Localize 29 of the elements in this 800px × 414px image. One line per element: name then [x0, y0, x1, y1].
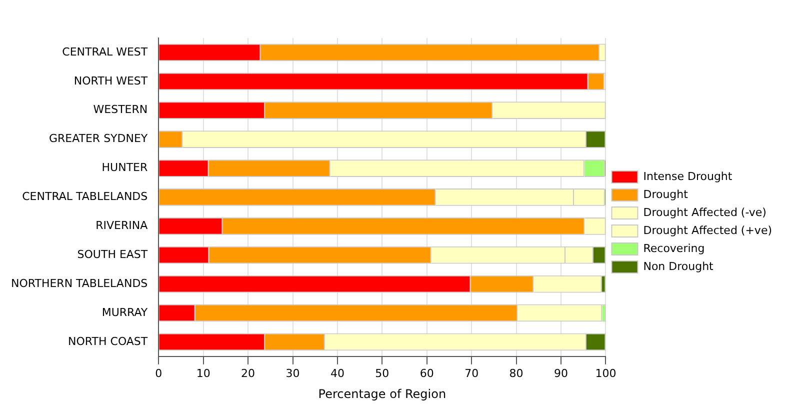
legend-label: Recovering: [643, 242, 705, 255]
y-tick-label: CENTRAL TABLELANDS: [22, 190, 148, 204]
y-tick-label: CENTRAL WEST: [62, 45, 148, 58]
legend-label: Drought Affected (-ve): [643, 206, 766, 219]
y-tick-label: HUNTER: [102, 161, 148, 174]
legend-label: Drought Affected (+ve): [643, 224, 772, 237]
y-tick-label: SOUTH EAST: [77, 248, 148, 261]
y-tick-label: GREATER SYDNEY: [48, 132, 148, 146]
x-tick-label: 40: [330, 366, 344, 380]
y-tick-label: MURRAY: [102, 306, 148, 319]
y-tick-label: NORTH COAST: [68, 334, 148, 348]
x-tick-label: 50: [375, 366, 390, 380]
x-tick-label: 20: [241, 366, 256, 380]
legend-label: Non Drought: [643, 260, 714, 273]
x-tick-label: 60: [420, 366, 434, 380]
x-axis-title: Percentage of Region: [318, 386, 446, 401]
x-tick-label: 10: [196, 366, 210, 380]
legend-label: Drought: [643, 188, 689, 201]
y-tick-label: RIVERINA: [96, 219, 148, 232]
x-tick-label: 90: [554, 366, 568, 380]
y-tick-label: NORTHERN TABLELANDS: [11, 276, 148, 290]
x-tick-label: 70: [464, 366, 479, 380]
y-tick-label: NORTH WEST: [74, 74, 148, 88]
x-tick-label: 30: [286, 366, 300, 380]
x-tick-label: 80: [509, 366, 524, 380]
y-tick-label: WESTERN: [93, 103, 148, 116]
x-tick-label: 0: [155, 366, 162, 380]
x-tick-label: 100: [595, 366, 616, 380]
legend-label: Intense Drought: [643, 170, 733, 183]
